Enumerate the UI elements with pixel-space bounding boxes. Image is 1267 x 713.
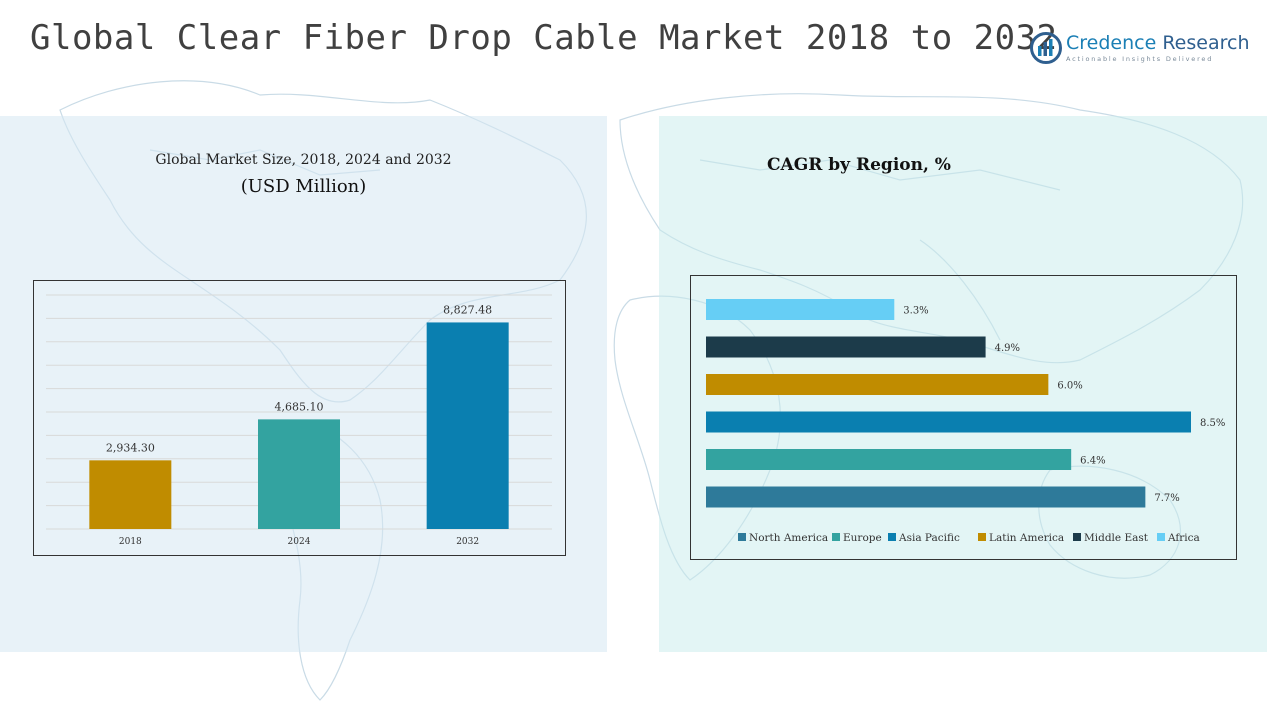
tick-label-2018: 2018 xyxy=(119,537,142,547)
chart-legend: North America Europe Asia Pacific Latin Ame… xyxy=(738,532,1200,544)
legend-swatch-africa xyxy=(1157,533,1165,541)
legend-label-north-america: North America xyxy=(749,532,828,544)
bar-middle-east xyxy=(706,336,986,358)
data-label-asia-pacific: 8.5% xyxy=(1200,418,1225,429)
bar-2018 xyxy=(89,460,172,529)
bar-2024 xyxy=(258,419,340,529)
bar-africa xyxy=(706,299,895,320)
legend-label-africa: Africa xyxy=(1167,532,1200,544)
cagr-subtitle: CAGR by Region, % xyxy=(767,155,951,175)
logo-tagline: Actionable Insights Delivered xyxy=(1066,55,1214,63)
tick-label-2032: 2032 xyxy=(456,537,479,547)
logo-wordmark: Credence Research xyxy=(1066,32,1249,54)
legend-swatch-latin-america xyxy=(978,533,986,541)
bar-latin-america xyxy=(706,374,1049,395)
logo-name-part2: Research xyxy=(1162,32,1250,54)
cagr-bar-chart: 3.3% 4.9% 6.0% 8.5% 6.4% 7.7% North America Eur… xyxy=(706,299,1225,544)
legend-swatch-asia-pacific xyxy=(888,533,896,541)
bar-europe xyxy=(706,449,1072,470)
legend-label-middle-east: Middle East xyxy=(1084,532,1149,544)
market-size-subtitle: Global Market Size, 2018, 2024 and 2032 xyxy=(155,152,452,168)
data-label-middle-east: 4.9% xyxy=(995,343,1020,354)
page-title: Global Clear Fiber Drop Cable Market 201… xyxy=(30,18,1058,58)
market-size-bar-chart: 2,934.30 2018 4,685.10 2024 8,827.48 2032 xyxy=(46,294,552,547)
legend-label-latin-america: Latin America xyxy=(989,532,1064,544)
legend-label-asia-pacific: Asia Pacific xyxy=(898,532,960,544)
data-label-latin-america: 6.0% xyxy=(1057,381,1082,392)
bar-2032 xyxy=(426,322,509,529)
bar-asia-pacific xyxy=(706,411,1191,433)
tick-label-2024: 2024 xyxy=(288,537,311,547)
market-size-units: (USD Million) xyxy=(240,176,367,197)
legend-swatch-north-america xyxy=(738,533,746,541)
data-label-north-america: 7.7% xyxy=(1154,493,1179,504)
legend-label-europe: Europe xyxy=(843,532,882,544)
data-label-2032: 8,827.48 xyxy=(443,303,492,316)
logo-icon xyxy=(1030,32,1062,64)
market-size-chart-frame: 2,934.30 2018 4,685.10 2024 8,827.48 2032 xyxy=(33,280,566,556)
legend-swatch-middle-east xyxy=(1073,533,1081,541)
legend-swatch-europe xyxy=(832,533,840,541)
data-label-2018: 2,934.30 xyxy=(106,441,155,454)
data-label-europe: 6.4% xyxy=(1080,456,1105,467)
data-label-2024: 4,685.10 xyxy=(275,400,324,413)
bar-north-america xyxy=(706,486,1146,508)
logo-name-part1: Credence xyxy=(1066,32,1157,54)
brand-logo: Credence Research Actionable Insights De… xyxy=(1030,30,1249,70)
data-label-africa: 3.3% xyxy=(903,306,928,317)
cagr-chart-frame: 3.3% 4.9% 6.0% 8.5% 6.4% 7.7% North America Eur… xyxy=(690,275,1237,560)
